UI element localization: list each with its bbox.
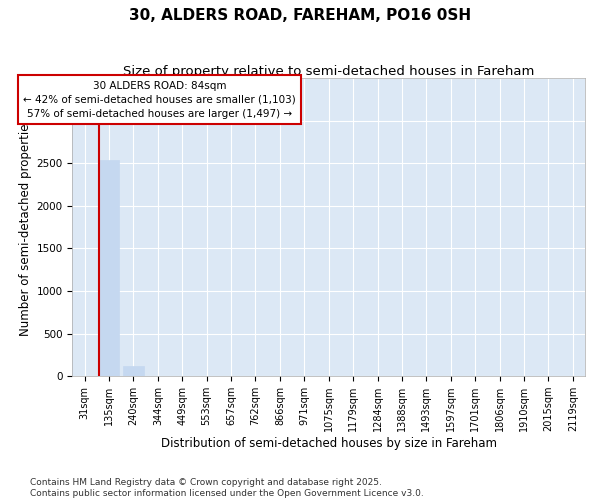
- Title: Size of property relative to semi-detached houses in Fareham: Size of property relative to semi-detach…: [123, 65, 535, 78]
- X-axis label: Distribution of semi-detached houses by size in Fareham: Distribution of semi-detached houses by …: [161, 437, 497, 450]
- Y-axis label: Number of semi-detached properties: Number of semi-detached properties: [19, 118, 32, 336]
- Bar: [123, 366, 144, 376]
- Text: 30 ALDERS ROAD: 84sqm
← 42% of semi-detached houses are smaller (1,103)
57% of s: 30 ALDERS ROAD: 84sqm ← 42% of semi-deta…: [23, 80, 296, 118]
- Bar: [98, 160, 119, 376]
- Text: Contains HM Land Registry data © Crown copyright and database right 2025.
Contai: Contains HM Land Registry data © Crown c…: [30, 478, 424, 498]
- Text: 30, ALDERS ROAD, FAREHAM, PO16 0SH: 30, ALDERS ROAD, FAREHAM, PO16 0SH: [129, 8, 471, 22]
